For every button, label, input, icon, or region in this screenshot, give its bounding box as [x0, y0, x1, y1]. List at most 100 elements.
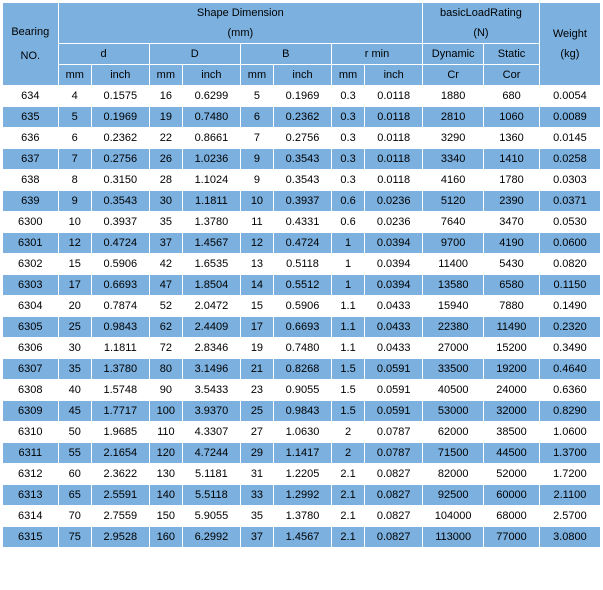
table-cell: 1.7717 [91, 401, 149, 422]
table-cell: 92500 [423, 485, 484, 506]
table-cell: 0.2362 [274, 107, 332, 128]
table-cell: 6306 [3, 338, 59, 359]
table-cell: 0.0118 [365, 107, 423, 128]
table-cell: 0.0827 [365, 485, 423, 506]
table-cell: 15940 [423, 296, 484, 317]
table-cell: 1.1811 [91, 338, 149, 359]
table-row: 63550.1969190.748060.23620.30.0118281010… [3, 107, 601, 128]
table-cell: 0.3543 [91, 191, 149, 212]
table-cell: 1.0600 [539, 422, 600, 443]
table-cell: 0.7480 [183, 107, 241, 128]
table-cell: 12 [240, 233, 273, 254]
table-cell: 52000 [484, 464, 540, 485]
table-cell: 0.0118 [365, 86, 423, 107]
table-cell: 0.0054 [539, 86, 600, 107]
table-cell: 1.1024 [183, 170, 241, 191]
table-cell: 2 [331, 443, 364, 464]
table-cell: 1.2992 [274, 485, 332, 506]
table-row: 6300100.3937351.3780110.43310.60.0236764… [3, 212, 601, 233]
table-cell: 6.2992 [183, 527, 241, 548]
table-cell: 35 [58, 359, 91, 380]
table-row: 6304200.7874522.0472150.59061.10.0433159… [3, 296, 601, 317]
table-cell: 4 [58, 86, 91, 107]
table-cell: 5120 [423, 191, 484, 212]
table-cell: 30 [58, 338, 91, 359]
table-cell: 45 [58, 401, 91, 422]
table-cell: 634 [3, 86, 59, 107]
table-cell: 6314 [3, 506, 59, 527]
col-B-inch: inch [274, 65, 332, 86]
table-cell: 38500 [484, 422, 540, 443]
table-row: 6313652.55911405.5118331.29922.10.082792… [3, 485, 601, 506]
bearing-label: Bearing NO. [5, 20, 56, 68]
table-cell: 5.5118 [183, 485, 241, 506]
table-cell: 0.5512 [274, 275, 332, 296]
table-row: 63440.1575160.629950.19690.30.0118188068… [3, 86, 601, 107]
table-cell: 33500 [423, 359, 484, 380]
col-cor: Cor [484, 65, 540, 86]
table-cell: 1.3780 [91, 359, 149, 380]
table-cell: 27000 [423, 338, 484, 359]
table-cell: 0.0371 [539, 191, 600, 212]
table-cell: 9 [240, 149, 273, 170]
table-cell: 1.4567 [183, 233, 241, 254]
table-cell: 1060 [484, 107, 540, 128]
table-cell: 0.3 [331, 107, 364, 128]
table-cell: 15 [240, 296, 273, 317]
table-cell: 0.3 [331, 86, 364, 107]
table-cell: 7 [58, 149, 91, 170]
table-cell: 31 [240, 464, 273, 485]
table-cell: 22 [149, 128, 182, 149]
table-cell: 0.2756 [91, 149, 149, 170]
col-d-lower: d [58, 44, 149, 65]
col-d-inch: inch [91, 65, 149, 86]
table-cell: 11490 [484, 317, 540, 338]
table-cell: 6310 [3, 422, 59, 443]
table-cell: 13580 [423, 275, 484, 296]
table-cell: 2.1 [331, 506, 364, 527]
table-row: 63990.3543301.1811100.39370.60.023651202… [3, 191, 601, 212]
table-cell: 6301 [3, 233, 59, 254]
table-cell: 635 [3, 107, 59, 128]
table-cell: 638 [3, 170, 59, 191]
table-cell: 37 [240, 527, 273, 548]
table-cell: 2.7559 [91, 506, 149, 527]
table-cell: 9700 [423, 233, 484, 254]
table-cell: 14 [240, 275, 273, 296]
table-cell: 29 [240, 443, 273, 464]
table-cell: 6308 [3, 380, 59, 401]
table-cell: 2.1 [331, 527, 364, 548]
table-cell: 5 [58, 107, 91, 128]
col-d-mm: mm [58, 65, 91, 86]
table-cell: 2.1100 [539, 485, 600, 506]
table-cell: 7 [240, 128, 273, 149]
table-cell: 17 [240, 317, 273, 338]
table-cell: 28 [149, 170, 182, 191]
table-cell: 0.1969 [274, 86, 332, 107]
table-cell: 100 [149, 401, 182, 422]
col-rmin: r min [331, 44, 422, 65]
table-cell: 0.1150 [539, 275, 600, 296]
table-cell: 72 [149, 338, 182, 359]
table-cell: 0.6693 [274, 317, 332, 338]
table-row: 6307351.3780803.1496210.82681.50.0591335… [3, 359, 601, 380]
table-cell: 150 [149, 506, 182, 527]
table-cell: 52 [149, 296, 182, 317]
table-cell: 6311 [3, 443, 59, 464]
table-cell: 1.5 [331, 401, 364, 422]
bearing-table: Bearing NO. Shape Dimension (mm) basicLo… [2, 2, 601, 548]
table-cell: 120 [149, 443, 182, 464]
col-d-upper: D [149, 44, 240, 65]
table-cell: 130 [149, 464, 182, 485]
table-cell: 1.3780 [274, 506, 332, 527]
table-cell: 0.3 [331, 149, 364, 170]
table-cell: 6304 [3, 296, 59, 317]
table-cell: 19 [149, 107, 182, 128]
table-cell: 2.3622 [91, 464, 149, 485]
table-cell: 1.0236 [183, 149, 241, 170]
table-cell: 40500 [423, 380, 484, 401]
table-cell: 6309 [3, 401, 59, 422]
table-cell: 2.1654 [91, 443, 149, 464]
table-cell: 77000 [484, 527, 540, 548]
table-cell: 19200 [484, 359, 540, 380]
